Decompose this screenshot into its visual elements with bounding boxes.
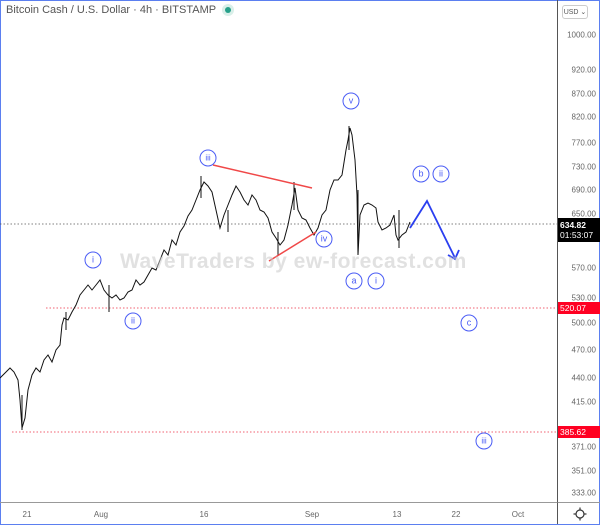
wave-iv-trendline	[268, 231, 317, 262]
price-tick: 870.00	[571, 89, 596, 99]
price-tick: 730.00	[571, 162, 596, 172]
chart-plot-area[interactable]	[0, 0, 557, 502]
wave-label-c: c	[460, 314, 478, 332]
wave-label-i-minor: i	[367, 272, 385, 290]
bar-countdown: 01:53:07	[560, 230, 594, 240]
price-tick: 770.00	[571, 138, 596, 148]
price-tick: 371.00	[571, 442, 596, 452]
wave-label-iii: iii	[199, 149, 217, 167]
candle-wicks	[21, 126, 400, 430]
market-status-icon	[222, 4, 235, 16]
time-tick: Oct	[511, 510, 525, 519]
price-tick: 820.00	[571, 112, 596, 122]
price-candles	[0, 127, 411, 429]
chart-settings-button[interactable]	[557, 502, 600, 524]
price-tick: 570.00	[571, 263, 596, 273]
price-tick: 920.00	[571, 65, 596, 75]
level-tag-385: 385.62	[558, 426, 600, 438]
wave-label-iii-minor: iii	[475, 432, 493, 450]
time-tick: Sep	[304, 510, 320, 519]
watermark: WaveTraders by ew-forecast.com	[120, 250, 467, 273]
current-price-tag: 634.82 01:53:07	[558, 218, 600, 242]
price-tick: 351.00	[571, 466, 596, 476]
projection-path	[409, 199, 456, 259]
symbol-title[interactable]: Bitcoin Cash / U.S. Dollar · 4h · BITSTA…	[6, 4, 235, 16]
price-tick: 500.00	[571, 318, 596, 328]
current-price-value: 634.82	[560, 220, 586, 230]
price-tick: 470.00	[571, 345, 596, 355]
projection-arrowhead	[447, 249, 460, 261]
level-tag-520: 520.07	[558, 302, 600, 314]
wave-label-ii: ii	[124, 312, 142, 330]
currency-selector[interactable]: USD ⌄	[562, 5, 588, 19]
gear-icon	[573, 507, 586, 520]
price-tick: 333.00	[571, 488, 596, 498]
wave-label-b: b	[412, 165, 430, 183]
wave-label-i: i	[84, 251, 102, 269]
wave-label-iv: iv	[315, 230, 333, 248]
wave-label-ii-minor: ii	[432, 165, 450, 183]
time-axis[interactable]: 21 Aug 16 Sep 13 22 Oct	[0, 502, 557, 524]
time-tick: 21	[22, 510, 32, 519]
wave-label-a: a	[345, 272, 363, 290]
price-tick: 650.00	[571, 209, 596, 219]
price-tick: 1000.00	[567, 30, 596, 40]
price-tick: 440.00	[571, 373, 596, 383]
time-tick: 13	[392, 510, 402, 519]
wave-iii-trendline	[212, 164, 313, 189]
time-tick: 22	[451, 510, 461, 519]
price-tick: 690.00	[571, 185, 596, 195]
price-axis[interactable]: 1000.00 920.00 870.00 820.00 770.00 730.…	[557, 0, 600, 502]
time-tick: Aug	[93, 510, 109, 519]
time-tick: 16	[199, 510, 209, 519]
price-tick: 530.00	[571, 293, 596, 303]
symbol-title-text: Bitcoin Cash / U.S. Dollar · 4h · BITSTA…	[6, 4, 217, 16]
price-tick: 415.00	[571, 397, 596, 407]
wave-label-v: v	[342, 92, 360, 110]
